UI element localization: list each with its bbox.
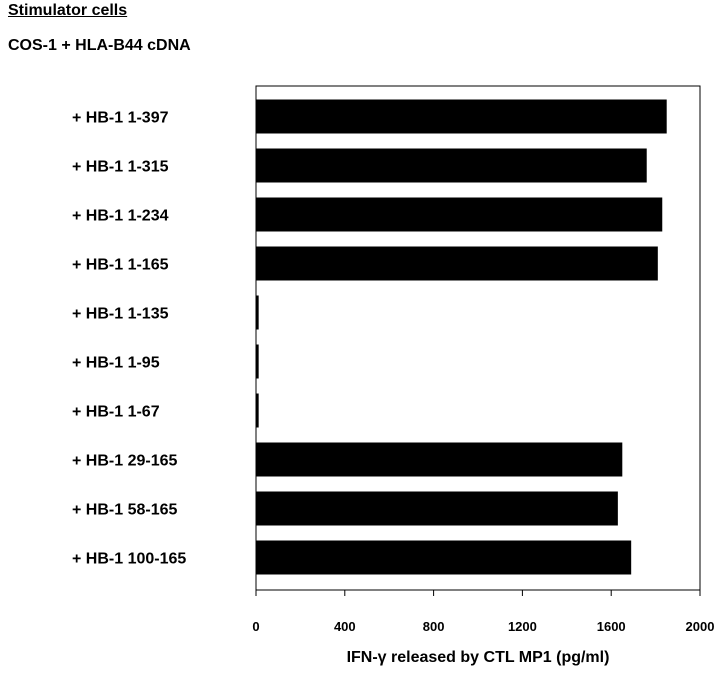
bar	[256, 99, 667, 134]
category-label: + HB-1 1-165	[72, 257, 169, 274]
x-tick-label: 1200	[508, 619, 537, 634]
category-label: + HB-1 1-315	[72, 159, 169, 176]
bar	[256, 197, 663, 232]
plot-frame	[255, 85, 701, 591]
bar	[256, 491, 618, 526]
bar	[256, 295, 259, 330]
category-label: + HB-1 58-165	[72, 502, 177, 519]
category-label: + HB-1 1-95	[72, 355, 160, 372]
category-label: + HB-1 1-67	[72, 404, 160, 421]
x-tick-label: 400	[334, 619, 356, 634]
category-label: + HB-1 1-234	[72, 208, 169, 225]
chart-subheading: COS-1 + HLA-B44 cDNA	[8, 37, 191, 54]
category-label: + HB-1 100-165	[72, 551, 186, 568]
category-label: + HB-1 1-135	[72, 306, 169, 323]
category-label: + HB-1 1-397	[72, 110, 169, 127]
chart-heading: Stimulator cells	[8, 2, 128, 19]
bar	[256, 442, 623, 477]
x-tick-label: 800	[423, 619, 445, 634]
category-label: + HB-1 29-165	[72, 453, 177, 470]
x-tick-label: 0	[252, 619, 259, 634]
x-axis-label: IFN-γ released by CTL MP1 (pg/ml)	[346, 649, 610, 666]
bar	[256, 344, 259, 379]
bar	[256, 540, 632, 575]
x-tick-label: 2000	[686, 619, 715, 634]
bar	[256, 246, 658, 281]
bar	[256, 148, 647, 183]
bar	[256, 393, 259, 428]
x-tick-label: 1600	[597, 619, 626, 634]
